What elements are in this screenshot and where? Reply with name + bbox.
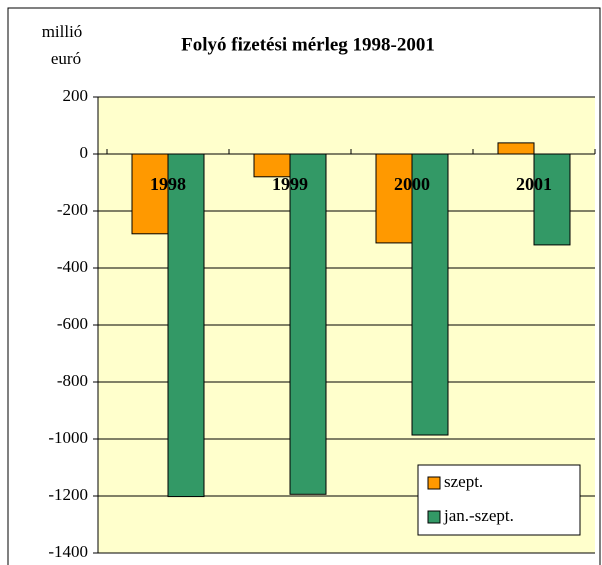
y-tick-label: -1000 (48, 428, 88, 447)
legend (417, 464, 581, 536)
y-tick-label: -600 (57, 314, 88, 333)
bar (289, 153, 327, 495)
bar (375, 153, 413, 244)
legend-label: szept. (444, 472, 483, 491)
bar (167, 153, 205, 498)
bar (497, 142, 535, 155)
bar (533, 153, 571, 246)
y-label: millió (42, 22, 83, 41)
x-tick-label: 1999 (272, 174, 308, 194)
bar (411, 153, 449, 436)
y-tick-label: 200 (63, 86, 89, 105)
x-tick-label: 1998 (150, 174, 186, 194)
y-tick-label: -200 (57, 200, 88, 219)
chart-title: Folyó fizetési mérleg 1998-2001 (181, 34, 435, 55)
y-label: euró (51, 49, 81, 68)
legend-swatch (427, 510, 441, 524)
y-tick-label: -1200 (48, 485, 88, 504)
y-tick-label: -400 (57, 257, 88, 276)
bar (131, 153, 169, 235)
x-tick-label: 2001 (516, 174, 552, 194)
legend-swatch (427, 476, 441, 490)
x-tick-label: 2000 (394, 174, 430, 194)
y-tick-label: -1400 (48, 542, 88, 561)
y-tick-label: 0 (80, 143, 89, 162)
legend-label: jan.-szept. (443, 506, 514, 525)
y-tick-label: -800 (57, 371, 88, 390)
